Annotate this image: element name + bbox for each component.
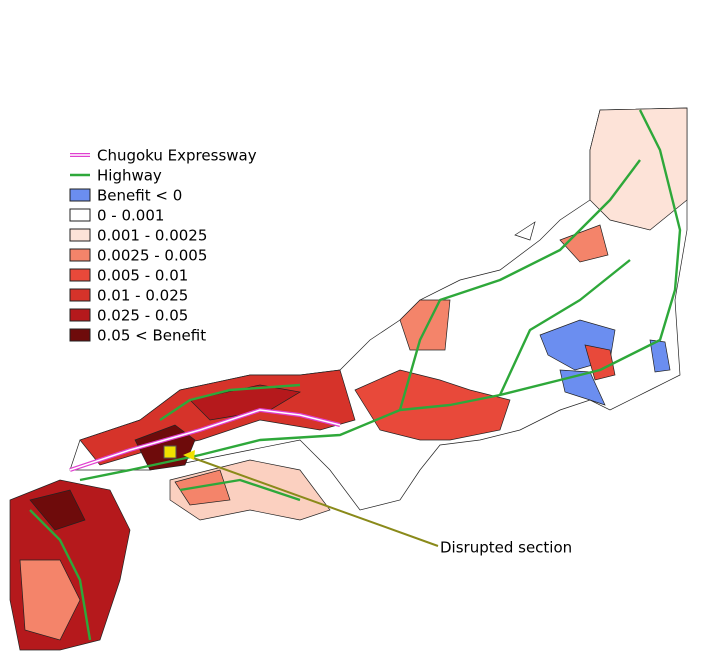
highways [29,109,682,641]
highway [398,159,641,411]
legend-label: 0.05 < Benefit [97,327,206,345]
annotation-label: Disrupted section [440,539,572,557]
highway [159,383,301,421]
legend-swatch [69,228,91,242]
legend-swatch [69,288,91,302]
expressway-inner [69,409,341,471]
annotation-line [184,454,439,547]
legend-swatch [69,268,91,282]
legend-label: 0.025 - 0.05 [97,307,188,325]
tohoku [589,107,688,231]
island [514,221,536,241]
region [559,224,609,263]
legend-swatch [69,328,91,342]
legend-label: Benefit < 0 [97,187,182,205]
kansai [354,369,511,441]
legend: Chugoku Expressway Highway Benefit < 0 0 - … [69,147,257,345]
legend-swatch [69,308,91,322]
region [399,299,451,351]
arrow [183,450,195,460]
legend-label: Highway [97,167,162,185]
legend-label: 0.0025 - 0.005 [97,247,207,265]
legend-label: Chugoku Expressway [97,147,257,165]
disruption-marker [163,445,177,459]
region [174,469,231,506]
highway [29,509,92,641]
region-dark [29,489,86,531]
legend-swatch [69,188,91,202]
legend-swatch [69,208,91,222]
legend-label: 0.001 - 0.0025 [97,227,207,245]
region [19,559,81,641]
highway [179,478,301,502]
legend-label: 0.005 - 0.01 [97,267,188,285]
legend-label: 0.01 - 0.025 [97,287,188,305]
highway [498,259,631,396]
legend-label: 0 - 0.001 [97,207,164,225]
kanto-blue [559,369,606,406]
chugoku-expressway [69,407,341,472]
legend-swatch [69,248,91,262]
